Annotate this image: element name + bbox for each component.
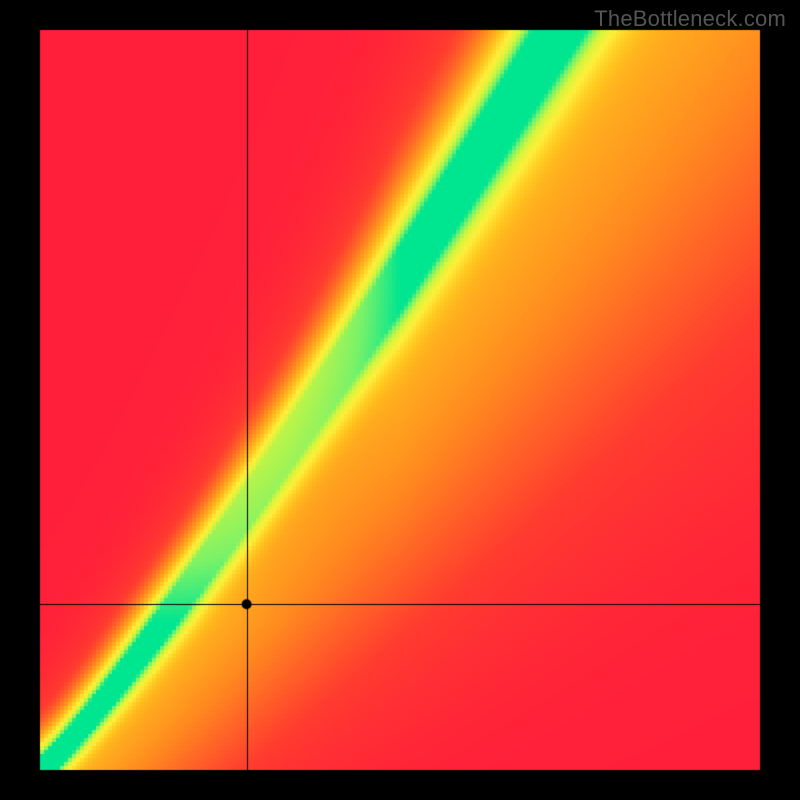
watermark-text: TheBottleneck.com — [594, 6, 786, 32]
chart-container: TheBottleneck.com — [0, 0, 800, 800]
heatmap-canvas — [0, 0, 800, 800]
